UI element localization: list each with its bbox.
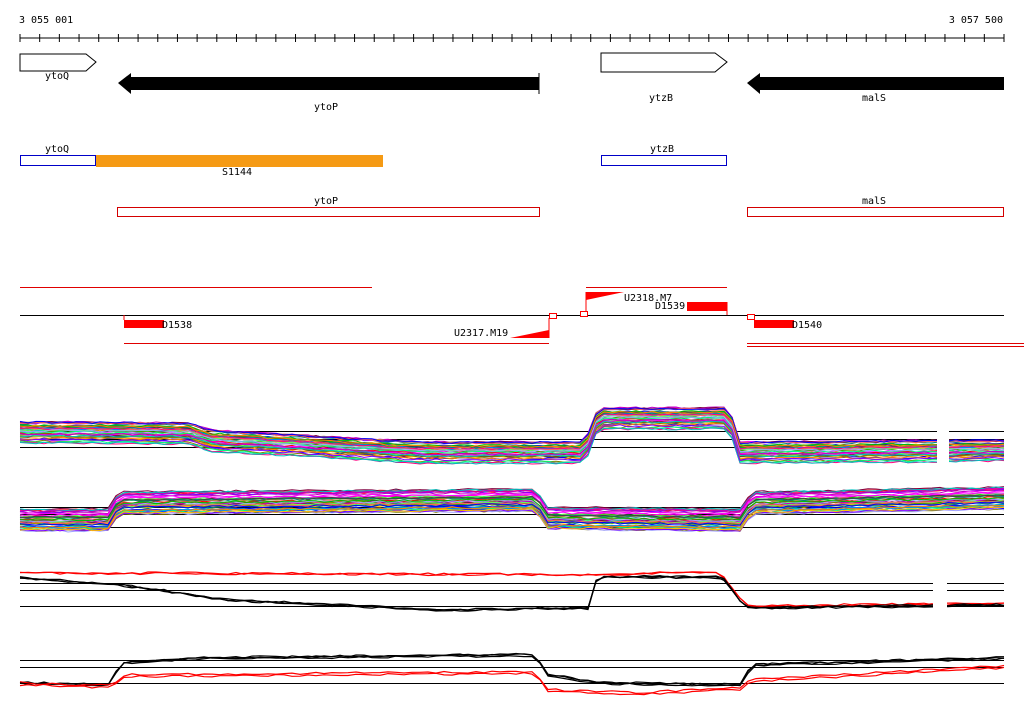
expression-curve — [19, 654, 1005, 687]
expression-curve — [19, 415, 1005, 453]
expression-curve — [19, 505, 1005, 529]
expression-curve — [19, 486, 1005, 512]
expression-curve — [19, 504, 1005, 530]
feature-label-S1144: S1144 — [222, 167, 252, 178]
expression-curve — [19, 407, 1005, 445]
expression-curve — [19, 666, 1005, 696]
expression-curve — [19, 413, 1005, 451]
ruler-ticks — [19, 34, 1005, 42]
reference-lines — [20, 660, 1004, 684]
annotation-label-ytzB: ytzB — [650, 144, 674, 155]
expression-panel-reverse-summary — [19, 652, 1005, 696]
gene-ytoP[interactable]: ytoP — [118, 73, 540, 113]
data-gap — [937, 420, 949, 465]
annotation-track: ytoQ S1144 ytzB ytoP malS — [20, 144, 1004, 217]
expression-curve — [19, 497, 1005, 522]
annotation-label-malS: malS — [862, 196, 886, 207]
segment-label-U2318: U2318.M7 — [624, 293, 672, 304]
expression-curve — [19, 664, 1005, 695]
feature-bar-S1144[interactable] — [96, 155, 383, 167]
expression-curve — [19, 487, 1005, 513]
forward-gene-arrow[interactable] — [600, 52, 728, 73]
gene-label: malS — [862, 93, 886, 104]
ruler-start-label: 3 055 001 — [19, 15, 73, 26]
annotation-box-malS[interactable] — [747, 207, 1004, 217]
annotation-box-ytoP[interactable] — [117, 207, 540, 217]
forward-gene-arrow[interactable] — [19, 53, 97, 72]
expression-curves — [19, 571, 1005, 612]
segment-label-D1539: D1539 — [655, 301, 685, 312]
segment-label-U2317: U2317.M19 — [454, 328, 508, 339]
expression-curve — [19, 416, 1005, 454]
expression-curve — [19, 423, 1005, 461]
expression-curve — [19, 411, 1005, 448]
expression-curves — [19, 406, 1005, 465]
expression-panel-reverse-multi — [19, 486, 1005, 533]
segment-label-D1540: D1540 — [792, 320, 822, 331]
expression-curve — [19, 506, 1005, 532]
segment-U2318[interactable] — [586, 292, 624, 300]
expression-curve — [19, 418, 1005, 456]
expression-curves — [19, 486, 1005, 533]
segment-D1540[interactable] — [754, 320, 794, 328]
gene-track: ytoQ ytoP ytzB malS — [19, 52, 1004, 113]
data-gap — [933, 578, 947, 610]
annotation-label-ytoP: ytoP — [314, 196, 338, 207]
expression-curve — [19, 413, 1005, 451]
expression-curve — [19, 571, 1005, 608]
reverse-gene-arrow[interactable] — [118, 73, 539, 94]
expression-curve — [19, 571, 1005, 608]
expression-curve — [19, 501, 1005, 526]
gene-label: ytoP — [314, 102, 338, 113]
expression-curve — [19, 575, 1005, 612]
coordinate-ruler: 3 055 001 3 057 500 — [19, 15, 1005, 42]
annotation-label-ytoQ: ytoQ — [45, 144, 69, 155]
gene-ytoQ[interactable]: ytoQ — [19, 53, 97, 82]
expression-panel-forward-multi — [19, 406, 1005, 465]
expression-curve — [19, 653, 1005, 687]
expression-curve — [19, 490, 1005, 516]
ruler-end-label: 3 057 500 — [949, 15, 1003, 26]
segment-D1539[interactable] — [687, 302, 727, 311]
segment-label-D1538: D1538 — [162, 320, 192, 331]
expression-panel-forward-summary — [19, 571, 1005, 612]
expression-curve — [19, 500, 1005, 525]
expression-curve — [19, 427, 1005, 465]
expression-curve — [19, 407, 1005, 445]
gene-label: ytzB — [649, 93, 673, 104]
expression-curve — [19, 494, 1005, 519]
gene-label: ytoQ — [45, 71, 69, 82]
reverse-gene-arrow[interactable] — [747, 73, 1004, 94]
segment-U2317[interactable] — [510, 330, 549, 338]
reference-lines — [20, 583, 1004, 607]
gene-malS[interactable]: malS — [747, 73, 1004, 104]
expression-curve — [19, 498, 1005, 524]
segment-track: D1538 U2317.M19 U2318.M7 D1539 D1540 — [20, 287, 1024, 347]
gene-ytzB[interactable]: ytzB — [600, 52, 728, 104]
expression-curves — [19, 652, 1005, 696]
segment-D1538[interactable] — [124, 320, 164, 328]
expression-curve — [19, 424, 1005, 462]
annotation-box-ytoQ[interactable] — [20, 155, 96, 166]
annotation-box-ytzB[interactable] — [601, 155, 727, 166]
expression-curve — [19, 652, 1004, 686]
